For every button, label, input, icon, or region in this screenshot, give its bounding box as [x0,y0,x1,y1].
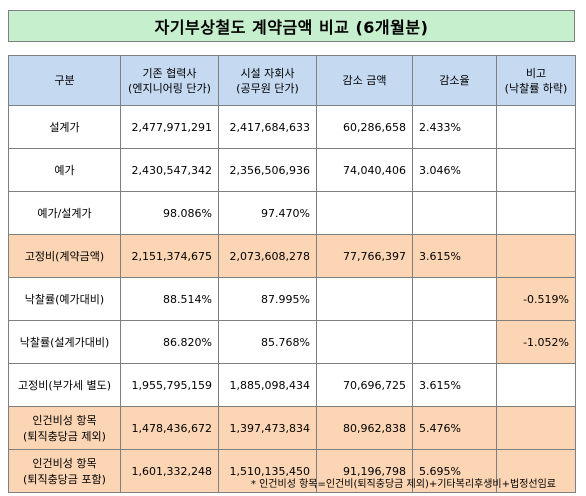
existing-value: 2,151,374,675 [120,234,219,278]
header-subsidiary-line2: (공무원 단가) [236,81,299,95]
header-remarks: 비고 (낙찰률 하락) [496,55,576,106]
decrease-value: 80,962,838 [316,406,413,450]
row-label: 설계가 [8,105,121,149]
subsidiary-value: 87.995% [218,277,317,321]
existing-value: 1,955,795,159 [120,363,219,407]
row-label: 예가/설계가 [8,191,121,235]
table-row: 예가 2,430,547,342 2,356,506,936 74,040,40… [8,148,576,192]
subsidiary-value: 85.768% [218,320,317,364]
table-row: 예가/설계가 98.086% 97.470% [8,191,576,235]
row-label: 고정비(부가세 별도) [8,363,121,407]
note-value: -0.519% [496,277,576,321]
note-value [496,191,576,235]
row-label-line2: (퇴직충당금 제외) [23,430,106,443]
existing-value: 1,601,332,248 [120,449,219,493]
header-decrease-amount: 감소 금액 [316,55,413,106]
existing-value: 2,477,971,291 [120,105,219,149]
table-row: 고정비(부가세 별도) 1,955,795,159 1,885,098,434 … [8,363,576,407]
existing-value: 86.820% [120,320,219,364]
rate-value [412,320,497,364]
row-label: 낙찰률(설계가대비) [8,320,121,364]
header-remarks-line2: (낙찰률 하락) [504,81,568,95]
decrease-value: 70,696,725 [316,363,413,407]
rate-value [412,191,497,235]
decrease-value: 77,766,397 [316,234,413,278]
row-label: 인건비성 항목 (퇴직충당금 포함) [8,449,121,493]
subsidiary-value: 1,885,098,434 [218,363,317,407]
header-remarks-line1: 비고 [525,66,547,80]
note-value [496,406,576,450]
subsidiary-value: 2,073,608,278 [218,234,317,278]
header-subsidiary-line1: 시설 자회사 [240,66,295,80]
subsidiary-value: 2,417,684,633 [218,105,317,149]
note-value [496,234,576,278]
existing-value: 2,430,547,342 [120,148,219,192]
rate-value: 2.433% [412,105,497,149]
note-value: -1.052% [496,320,576,364]
header-existing-line1: 기존 협력사 [142,66,197,80]
rate-value [412,277,497,321]
rate-value: 3.046% [412,148,497,192]
decrease-value [316,320,413,364]
table-row: 인건비성 항목 (퇴직충당금 포함) 1,601,332,248 1,510,1… [8,449,576,493]
row-label: 낙찰률(예가대비) [8,277,121,321]
table-row: 낙찰률(예가대비) 88.514% 87.995% -0.519% [8,277,576,321]
decrease-value: 60,286,658 [316,105,413,149]
decrease-value: 91,196,798 [316,449,413,493]
subsidiary-value: 1,510,135,450 [218,449,317,493]
subsidiary-value: 97.470% [218,191,317,235]
header-existing-partner: 기존 협력사 (엔지니어링 단가) [120,55,219,106]
subsidiary-value: 2,356,506,936 [218,148,317,192]
header-row: 구분 기존 협력사 (엔지니어링 단가) 시설 자회사 (공무원 단가) 감소 … [8,55,576,106]
row-label-line1: 인건비성 항목 [32,457,97,470]
existing-value: 1,478,436,672 [120,406,219,450]
row-label: 인건비성 항목 (퇴직충당금 제외) [8,406,121,450]
note-value [496,105,576,149]
rate-value: 3.615% [412,363,497,407]
note-value [496,363,576,407]
note-value [496,449,576,493]
rate-value: 5.476% [412,406,497,450]
decrease-value [316,191,413,235]
header-decrease-rate: 감소율 [412,55,497,106]
row-label-line1: 인건비성 항목 [32,414,97,427]
existing-value: 88.514% [120,277,219,321]
table-row: 낙찰률(설계가대비) 86.820% 85.768% -1.052% [8,320,576,364]
header-existing-line2: (엔지니어링 단가) [128,81,211,95]
row-label-line2: (퇴직충당금 포함) [23,473,106,486]
row-label: 고정비(계약금액) [8,234,121,278]
rate-value-highlighted: 5.695% [412,449,497,493]
note-value [496,148,576,192]
subsidiary-value: 1,397,473,834 [218,406,317,450]
header-subsidiary: 시설 자회사 (공무원 단가) [218,55,317,106]
rate-value: 3.615% [412,234,497,278]
footnote: * 인건비성 항목=인건비(퇴직충당금 제외)+기타복리후생비+법정선임료 [250,479,556,490]
page-title: 자기부상철도 계약금액 비교 (6개월분) [8,10,575,42]
table-row: 고정비(계약금액) 2,151,374,675 2,073,608,278 77… [8,234,576,278]
existing-value: 98.086% [120,191,219,235]
table-row: 설계가 2,477,971,291 2,417,684,633 60,286,6… [8,105,576,149]
row-label: 예가 [8,148,121,192]
header-category: 구분 [8,55,121,106]
table-row: 인건비성 항목 (퇴직충당금 제외) 1,478,436,672 1,397,4… [8,406,576,450]
decrease-value: 74,040,406 [316,148,413,192]
decrease-value [316,277,413,321]
comparison-table: 구분 기존 협력사 (엔지니어링 단가) 시설 자회사 (공무원 단가) 감소 … [8,55,576,493]
